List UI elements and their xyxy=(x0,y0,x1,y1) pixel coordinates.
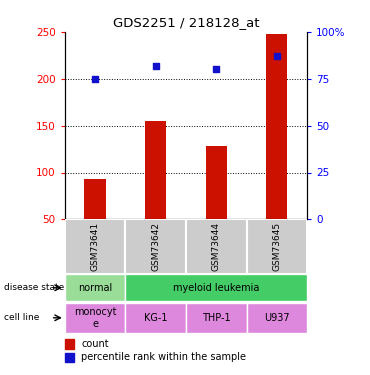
Point xyxy=(213,66,219,72)
Bar xyxy=(65,274,125,302)
Text: myeloid leukemia: myeloid leukemia xyxy=(173,283,259,293)
Title: GDS2251 / 218128_at: GDS2251 / 218128_at xyxy=(113,16,259,29)
Text: count: count xyxy=(81,339,109,349)
Bar xyxy=(145,121,166,219)
Point xyxy=(274,53,280,59)
Text: GSM73644: GSM73644 xyxy=(212,222,221,271)
Text: monocyt
e: monocyt e xyxy=(74,307,116,328)
Bar xyxy=(266,34,287,219)
Text: THP-1: THP-1 xyxy=(202,313,231,323)
Text: percentile rank within the sample: percentile rank within the sample xyxy=(81,352,246,362)
Point xyxy=(92,76,98,82)
Text: U937: U937 xyxy=(264,313,290,323)
Bar xyxy=(246,219,307,274)
Text: normal: normal xyxy=(78,283,112,293)
Bar xyxy=(125,219,186,274)
Bar xyxy=(206,146,227,219)
Text: GSM73641: GSM73641 xyxy=(91,222,100,271)
Text: GSM73642: GSM73642 xyxy=(151,222,160,271)
Bar xyxy=(84,179,106,219)
Bar xyxy=(65,303,125,333)
Text: KG-1: KG-1 xyxy=(144,313,167,323)
Bar xyxy=(125,274,307,302)
Text: cell line: cell line xyxy=(4,314,39,322)
Text: disease state: disease state xyxy=(4,284,64,292)
Bar xyxy=(246,303,307,333)
Bar xyxy=(186,303,246,333)
Point xyxy=(153,63,159,69)
Bar xyxy=(65,219,125,274)
Bar xyxy=(125,303,186,333)
Text: GSM73645: GSM73645 xyxy=(272,222,281,271)
Bar xyxy=(186,219,246,274)
